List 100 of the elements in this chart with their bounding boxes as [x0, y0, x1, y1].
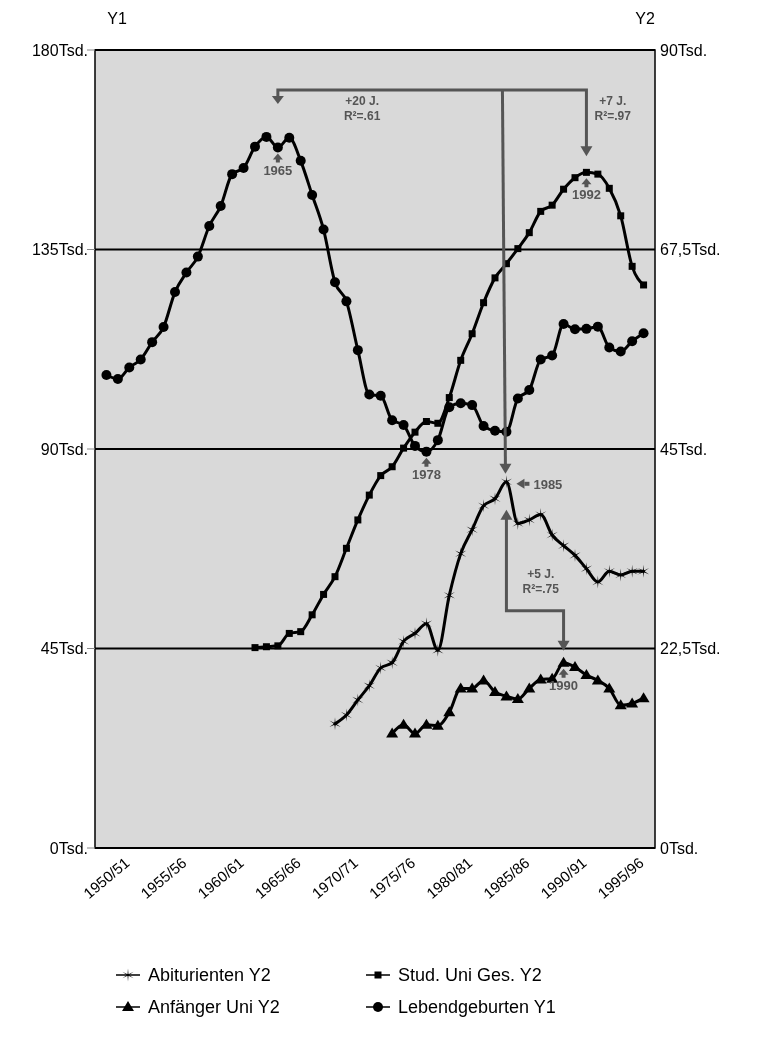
- point: [295, 155, 306, 166]
- point: [604, 342, 615, 353]
- point: [500, 475, 513, 489]
- point: [397, 718, 410, 729]
- point: [628, 262, 636, 270]
- point: [147, 337, 158, 348]
- point: [537, 207, 545, 215]
- point: [124, 362, 135, 373]
- point: [330, 277, 340, 288]
- point: [557, 656, 570, 667]
- point: [342, 544, 350, 552]
- point: [377, 472, 385, 480]
- point: [603, 682, 616, 693]
- point: [101, 369, 112, 380]
- point: [444, 402, 455, 413]
- point: [432, 435, 443, 446]
- point: [364, 389, 375, 400]
- y2-tick-label: 22,5Tsd.: [660, 640, 721, 658]
- point: [341, 296, 352, 307]
- point: [386, 727, 399, 738]
- point: [523, 682, 536, 693]
- annotation: +7 J. R²=.97: [594, 94, 632, 123]
- point: [387, 415, 398, 426]
- point: [410, 440, 420, 451]
- point: [455, 547, 467, 561]
- point: [558, 318, 569, 329]
- point: [420, 718, 433, 729]
- point: [580, 562, 593, 576]
- point: [158, 322, 169, 333]
- point: [614, 699, 627, 710]
- point: [478, 420, 489, 431]
- point: [420, 617, 433, 631]
- point: [591, 674, 604, 685]
- point: [490, 425, 500, 436]
- point: [557, 539, 570, 553]
- point: [409, 727, 421, 738]
- point: [571, 174, 579, 182]
- point: [251, 644, 259, 652]
- annotation: 1985: [533, 476, 563, 492]
- point: [204, 221, 215, 231]
- point: [285, 629, 293, 637]
- y-axis-title: Y1: [107, 10, 127, 27]
- point: [250, 141, 260, 152]
- legend-label: Abiturienten Y2: [148, 965, 271, 986]
- point: [491, 274, 499, 282]
- point: [352, 345, 363, 356]
- point: [434, 419, 442, 427]
- point: [455, 398, 466, 409]
- point: [569, 661, 581, 672]
- point: [363, 679, 375, 693]
- point: [272, 142, 283, 153]
- y2-tick-label: 90Tsd.: [660, 41, 708, 59]
- point: [512, 393, 523, 404]
- point: [421, 446, 432, 457]
- point: [592, 321, 603, 332]
- point: [215, 201, 226, 212]
- point: [431, 719, 444, 730]
- point: [524, 385, 535, 396]
- point: [615, 568, 627, 582]
- point: [411, 428, 419, 436]
- point: [617, 212, 625, 220]
- point: [627, 336, 638, 347]
- point: [467, 400, 478, 411]
- point: [192, 251, 203, 262]
- point: [511, 693, 524, 704]
- point: [274, 642, 282, 650]
- point: [468, 330, 476, 338]
- point: [523, 513, 535, 527]
- point: [638, 328, 649, 339]
- point: [637, 692, 650, 703]
- annotation: +20 J. R²=.61: [343, 94, 381, 123]
- point: [477, 499, 490, 513]
- point: [354, 516, 362, 524]
- point: [398, 420, 409, 431]
- point: [445, 394, 453, 402]
- point: [331, 573, 339, 581]
- point: [238, 162, 249, 173]
- y2-axis-title: Y2: [635, 10, 655, 27]
- point: [535, 508, 547, 522]
- point: [170, 287, 180, 298]
- point: [112, 373, 123, 384]
- point: [548, 201, 556, 209]
- point: [297, 628, 305, 636]
- point: [340, 708, 353, 722]
- point: [307, 189, 318, 200]
- point: [397, 634, 410, 648]
- point: [422, 418, 430, 426]
- point: [375, 390, 386, 401]
- point: [525, 229, 533, 237]
- point: [514, 245, 522, 253]
- legend-label: Anfänger Uni Y2: [148, 997, 280, 1018]
- point: [500, 690, 513, 701]
- y-tick-label: 0Tsd.: [49, 839, 88, 857]
- annotation: +5 J. R²=.75: [522, 566, 560, 596]
- point: [594, 170, 602, 178]
- point: [466, 682, 479, 693]
- point: [603, 564, 615, 578]
- point: [605, 184, 613, 192]
- point: [582, 168, 590, 176]
- y2-tick-label: 45Tsd.: [660, 440, 708, 458]
